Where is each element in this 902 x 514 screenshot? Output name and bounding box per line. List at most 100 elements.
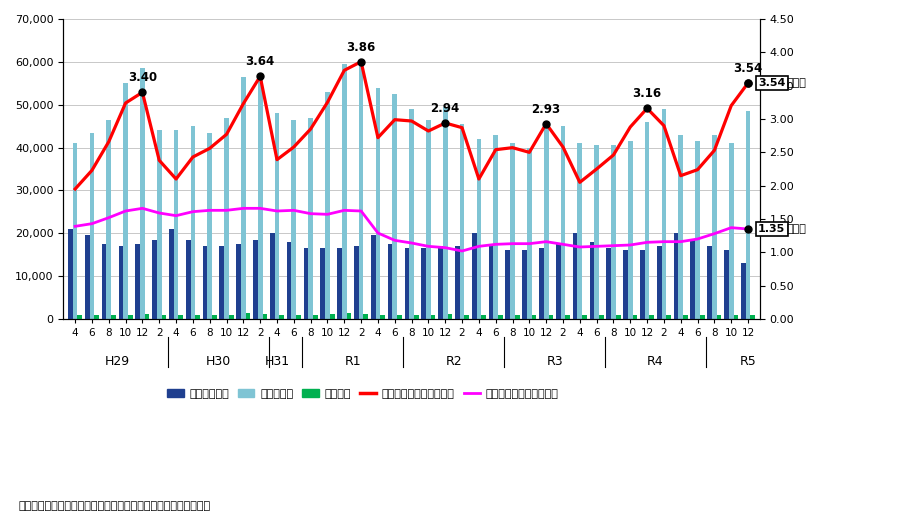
Bar [656, 246, 661, 319]
Bar [622, 250, 627, 319]
Bar [135, 244, 140, 319]
Bar [565, 315, 569, 319]
Bar [426, 120, 430, 319]
Bar [144, 314, 150, 319]
Bar [68, 229, 73, 319]
Text: 3.16: 3.16 [631, 87, 661, 100]
Bar [236, 244, 241, 319]
Text: R1: R1 [344, 355, 361, 368]
Bar [258, 72, 262, 319]
Bar [471, 233, 476, 319]
Bar [690, 240, 695, 319]
Bar [437, 246, 442, 319]
Text: （出典）一般職業紹介状況（職業安定業務統計）（厚生労働省）: （出典）一般職業紹介状況（職業安定業務統計）（厚生労働省） [18, 502, 210, 511]
Bar [521, 250, 527, 319]
Bar [459, 124, 464, 319]
Bar [358, 62, 364, 319]
Bar [666, 315, 670, 319]
Bar [492, 135, 498, 319]
Bar [538, 248, 543, 319]
Bar [673, 233, 677, 319]
Bar [505, 250, 510, 319]
Bar [73, 143, 78, 319]
Bar [375, 87, 380, 319]
Bar [464, 315, 469, 319]
Bar [556, 244, 560, 319]
Bar [548, 315, 553, 319]
Bar [262, 314, 267, 319]
Bar [632, 315, 637, 319]
Bar [228, 315, 234, 319]
Bar [123, 83, 128, 319]
Bar [140, 68, 144, 319]
Bar [296, 315, 300, 319]
Bar [157, 131, 161, 319]
Bar [488, 246, 492, 319]
Bar [89, 133, 94, 319]
Bar [397, 315, 401, 319]
Bar [111, 315, 115, 319]
Bar [661, 109, 666, 319]
Bar [313, 315, 318, 319]
Text: H29: H29 [105, 355, 130, 368]
Bar [732, 315, 738, 319]
Bar [241, 77, 245, 319]
Bar [152, 240, 157, 319]
Text: 3.54: 3.54 [758, 78, 785, 88]
Bar [291, 120, 296, 319]
Legend: 有効求職者数, 有効求人数, 就職件数, 有効求人倍率（保育士）, 有効求人倍率（全職種）: 有効求職者数, 有効求人数, 就職件数, 有効求人倍率（保育士）, 有効求人倍率… [162, 384, 563, 403]
Text: 全職種: 全職種 [786, 224, 805, 234]
Bar [161, 315, 166, 319]
Bar [409, 109, 413, 319]
Bar [606, 248, 611, 319]
Bar [699, 315, 704, 319]
Bar [510, 143, 514, 319]
Bar [644, 122, 649, 319]
Text: 3.54: 3.54 [732, 62, 762, 75]
Text: 1.35: 1.35 [758, 224, 785, 234]
Text: 3.86: 3.86 [346, 41, 375, 53]
Bar [611, 145, 615, 319]
Bar [481, 315, 485, 319]
Bar [430, 315, 435, 319]
Text: 2.93: 2.93 [531, 103, 560, 116]
Bar [560, 126, 565, 319]
Bar [413, 315, 419, 319]
Bar [245, 314, 250, 319]
Bar [598, 315, 603, 319]
Bar [346, 314, 351, 319]
Bar [741, 263, 745, 319]
Bar [186, 240, 190, 319]
Bar [728, 143, 732, 319]
Bar [498, 315, 502, 319]
Bar [677, 135, 682, 319]
Bar [329, 314, 334, 319]
Bar [447, 314, 452, 319]
Bar [219, 246, 224, 319]
Text: 2.94: 2.94 [430, 102, 459, 115]
Bar [224, 118, 228, 319]
Bar [387, 244, 392, 319]
Text: R4: R4 [647, 355, 663, 368]
Bar [279, 315, 284, 319]
Bar [543, 128, 548, 319]
Bar [308, 118, 313, 319]
Bar [716, 315, 721, 319]
Bar [582, 315, 586, 319]
Text: R2: R2 [445, 355, 462, 368]
Bar [85, 235, 89, 319]
Bar [354, 246, 358, 319]
Bar [706, 246, 712, 319]
Text: H30: H30 [206, 355, 231, 368]
Bar [173, 131, 179, 319]
Bar [190, 126, 195, 319]
Bar [750, 315, 754, 319]
Bar [336, 248, 342, 319]
Bar [455, 246, 459, 319]
Bar [364, 314, 368, 319]
Bar [106, 120, 111, 319]
Bar [169, 229, 173, 319]
Bar [320, 248, 325, 319]
Bar [195, 315, 199, 319]
Bar [572, 233, 576, 319]
